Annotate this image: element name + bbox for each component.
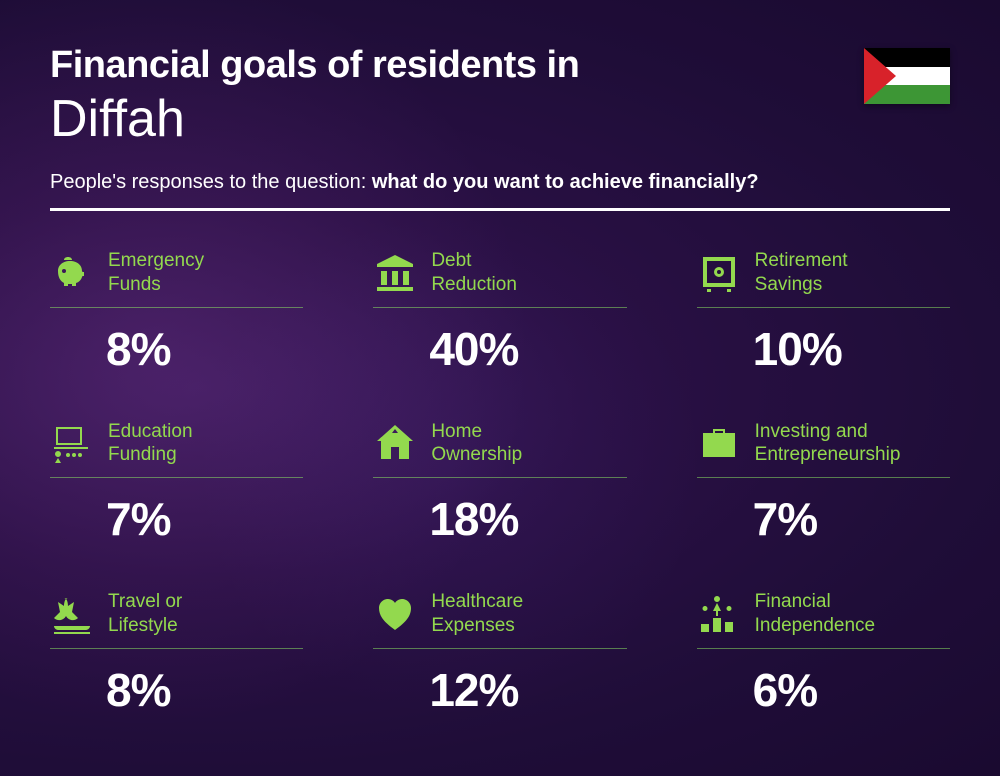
briefcase-icon xyxy=(697,421,741,465)
safe-icon xyxy=(697,251,741,295)
title-line2: Diffah xyxy=(50,89,950,149)
item-head: FinancialIndependence xyxy=(697,590,950,648)
item-value: 18% xyxy=(429,492,626,546)
item-label: DebtReduction xyxy=(431,249,517,297)
podium-icon xyxy=(697,592,741,636)
item-divider xyxy=(697,307,950,308)
house-icon xyxy=(373,421,417,465)
item-value: 7% xyxy=(106,492,303,546)
flag-icon xyxy=(864,48,950,104)
item-label: EmergencyFunds xyxy=(108,249,204,297)
goal-financial-independence: FinancialIndependence 6% xyxy=(697,590,950,717)
item-divider xyxy=(50,307,303,308)
subtitle: People's responses to the question: what… xyxy=(50,171,950,194)
item-divider xyxy=(50,477,303,478)
heart-icon xyxy=(373,592,417,636)
item-divider xyxy=(373,307,626,308)
item-head: HomeOwnership xyxy=(373,420,626,478)
item-divider xyxy=(697,477,950,478)
item-value: 6% xyxy=(753,663,950,717)
item-head: HealthcareExpenses xyxy=(373,590,626,648)
goal-investing-entrepreneurship: Investing andEntrepreneurship 7% xyxy=(697,420,950,547)
item-label: EducationFunding xyxy=(108,420,193,468)
goal-debt-reduction: DebtReduction 40% xyxy=(373,249,626,376)
goal-healthcare-expenses: HealthcareExpenses 12% xyxy=(373,590,626,717)
goal-home-ownership: HomeOwnership 18% xyxy=(373,420,626,547)
item-divider xyxy=(697,648,950,649)
item-label: RetirementSavings xyxy=(755,249,848,297)
item-divider xyxy=(373,477,626,478)
item-value: 12% xyxy=(429,663,626,717)
flag-triangle xyxy=(864,48,896,104)
goal-education-funding: EducationFunding 7% xyxy=(50,420,303,547)
header-divider xyxy=(50,208,950,211)
item-value: 40% xyxy=(429,322,626,376)
item-head: Travel orLifestyle xyxy=(50,590,303,648)
item-value: 8% xyxy=(106,663,303,717)
item-label: Investing andEntrepreneurship xyxy=(755,420,901,468)
title-line1: Financial goals of residents in xyxy=(50,44,950,87)
item-label: Travel orLifestyle xyxy=(108,590,182,638)
piggy-bank-icon xyxy=(50,251,94,295)
goals-grid: EmergencyFunds 8% DebtReduction 40% Reti… xyxy=(50,249,950,717)
item-head: Investing andEntrepreneurship xyxy=(697,420,950,478)
subtitle-prefix: People's responses to the question: xyxy=(50,171,372,193)
bank-icon xyxy=(373,251,417,295)
item-value: 8% xyxy=(106,322,303,376)
item-head: EmergencyFunds xyxy=(50,249,303,307)
education-icon xyxy=(50,421,94,465)
item-divider xyxy=(373,648,626,649)
item-value: 7% xyxy=(753,492,950,546)
goal-emergency-funds: EmergencyFunds 8% xyxy=(50,249,303,376)
subtitle-bold: what do you want to achieve financially? xyxy=(372,171,759,193)
item-head: EducationFunding xyxy=(50,420,303,478)
goal-retirement-savings: RetirementSavings 10% xyxy=(697,249,950,376)
item-head: DebtReduction xyxy=(373,249,626,307)
goal-travel-lifestyle: Travel orLifestyle 8% xyxy=(50,590,303,717)
item-label: FinancialIndependence xyxy=(755,590,875,638)
item-divider xyxy=(50,648,303,649)
item-value: 10% xyxy=(753,322,950,376)
item-label: HealthcareExpenses xyxy=(431,590,523,638)
item-head: RetirementSavings xyxy=(697,249,950,307)
item-label: HomeOwnership xyxy=(431,420,522,468)
travel-icon xyxy=(50,592,94,636)
header: Financial goals of residents in Diffah P… xyxy=(50,44,950,211)
